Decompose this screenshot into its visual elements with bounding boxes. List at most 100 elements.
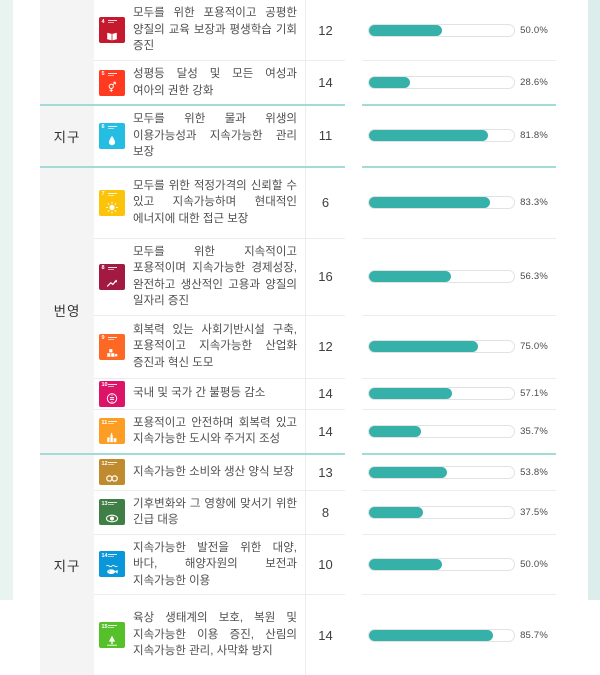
indicator-count-cell: 10: [305, 535, 345, 596]
bar-track: [368, 129, 515, 142]
indicator-count-cell: 14: [305, 379, 345, 410]
achievement-bar-cell: 56.3%: [362, 239, 556, 316]
sdg-15-life-on-land-icon: 15: [99, 622, 125, 648]
bar-track: [368, 340, 515, 353]
percent-label: 75.0%: [515, 341, 548, 352]
sdg-9-industry-innovation-icon: 9: [99, 334, 125, 360]
goal-description-text: 모두를 위한 물과 위생의 이용가능성과 지속가능한 관리 보장: [133, 111, 297, 161]
goal-description-cell: 지속가능한 발전을 위한 대양, 바다, 해양자원의 보전과 지속가능한 이용: [130, 535, 305, 596]
sdg-5-gender-equality-icon: 5: [99, 70, 125, 96]
panel-gap: [345, 0, 362, 61]
achievement-bar-cell: 37.5%: [362, 491, 556, 535]
panel-gap: [345, 106, 362, 166]
sdg-goal-number: 10: [102, 382, 108, 388]
goal-description-cell: 포용적이고 안전하며 회복력 있고 지속가능한 도시와 주거지 조성: [130, 410, 305, 453]
category-cell: [40, 0, 94, 104]
goal-description-cell: 지속가능한 소비와 생산 양식 보장: [130, 455, 305, 491]
bar-fill: [369, 25, 442, 36]
sdg-icon-cell: 13: [94, 491, 130, 535]
sdg-6-clean-water-sanitation-icon: 6: [99, 123, 125, 149]
goal-description-cell: 모두를 위한 지속적이고 포용적이며 지속가능한 경제성장, 완전하고 생산적인…: [130, 239, 305, 316]
category-cell: 번영: [40, 168, 94, 453]
indicator-count: 10: [318, 557, 332, 572]
sdg-icon-cell: 14: [94, 535, 130, 596]
indicator-count: 16: [318, 269, 332, 284]
bar-track: [368, 24, 515, 37]
bar-fill: [369, 341, 478, 352]
sdg-goal-number: 6: [102, 124, 105, 130]
panel-gap: [345, 410, 362, 453]
bar-track: [368, 466, 515, 479]
indicator-count-cell: 14: [305, 410, 345, 453]
percent-label: 85.7%: [515, 630, 548, 641]
bar-track: [368, 425, 515, 438]
sdg-goal-number: 14: [102, 553, 108, 559]
category-label: 번영: [54, 300, 81, 320]
goal-description-cell: 모두를 위한 포용적이고 공평한 양질의 교육 보장과 평생학습 기회 증진: [130, 0, 305, 61]
sdg-icon-cell: 8: [94, 239, 130, 316]
bar-fill: [369, 197, 490, 208]
goal-description-cell: 성평등 달성 및 모든 여성과 여아의 권한 강화: [130, 61, 305, 104]
goal-description-text: 지속가능한 발전을 위한 대양, 바다, 해양자원의 보전과 지속가능한 이용: [133, 540, 297, 590]
sdg-goal-number: 12: [102, 461, 108, 467]
category-cell: 지구: [40, 106, 94, 166]
goal-description-text: 육상 생태계의 보호, 복원 및 지속가능한 이용 증진, 산림의 지속가능한 …: [133, 610, 297, 660]
indicator-count: 14: [318, 628, 332, 643]
bar-fill: [369, 271, 451, 282]
sdg-icon-cell: 6: [94, 106, 130, 166]
achievement-bar-cell: 50.0%: [362, 0, 556, 61]
indicator-count-cell: 11: [305, 106, 345, 166]
indicator-count: 14: [318, 424, 332, 439]
achievement-bar-cell: 50.0%: [362, 535, 556, 596]
panel-gap: [345, 316, 362, 379]
bar-track: [368, 270, 515, 283]
percent-label: 35.7%: [515, 426, 548, 437]
bar-fill: [369, 77, 410, 88]
panel-gap: [345, 168, 362, 239]
indicator-count-cell: 16: [305, 239, 345, 316]
left-background-strip: [0, 0, 13, 600]
sdg-icon-cell: 4: [94, 0, 130, 61]
panel-gap: [345, 455, 362, 491]
achievement-bar-cell: 75.0%: [362, 316, 556, 379]
indicator-count-cell: 6: [305, 168, 345, 239]
bar-track: [368, 387, 515, 400]
panel-gap: [345, 595, 362, 675]
bar-fill: [369, 559, 442, 570]
sdg-icon-cell: 10: [94, 379, 130, 410]
panel-gap: [345, 379, 362, 410]
goal-description-cell: 기후변화와 그 영향에 맞서기 위한 긴급 대응: [130, 491, 305, 535]
sdg-13-climate-action-icon: 13: [99, 499, 125, 525]
bar-fill: [369, 130, 488, 141]
bar-track: [368, 629, 515, 642]
goal-description-cell: 모두를 위한 물과 위생의 이용가능성과 지속가능한 관리 보장: [130, 106, 305, 166]
panel-gap: [345, 535, 362, 596]
percent-label: 28.6%: [515, 77, 548, 88]
sdg-14-life-below-water-icon: 14: [99, 551, 125, 577]
indicator-count: 14: [318, 386, 332, 401]
indicator-count: 12: [318, 339, 332, 354]
category-cell: 지구: [40, 455, 94, 675]
indicator-count-cell: 12: [305, 316, 345, 379]
indicator-count-cell: 14: [305, 595, 345, 675]
indicator-count: 8: [322, 505, 329, 520]
panel-gap: [345, 61, 362, 104]
bar-fill: [369, 630, 493, 641]
sdg-goal-number: 7: [102, 191, 105, 197]
percent-label: 81.8%: [515, 130, 548, 141]
bar-fill: [369, 426, 421, 437]
sdg-goal-number: 4: [102, 19, 105, 25]
sdg-11-sustainable-cities-icon: 11: [99, 418, 125, 444]
sdg-goal-number: 9: [102, 335, 105, 341]
goal-description-text: 회복력 있는 사회기반시설 구축, 포용적이고 지속가능한 산업화 증진과 혁신…: [133, 322, 297, 372]
percent-label: 37.5%: [515, 507, 548, 518]
bar-fill: [369, 467, 447, 478]
bar-track: [368, 558, 515, 571]
goal-description-text: 기후변화와 그 영향에 맞서기 위한 긴급 대응: [133, 496, 297, 529]
goal-description-text: 모두를 위한 지속적이고 포용적이며 지속가능한 경제성장, 완전하고 생산적인…: [133, 244, 297, 310]
sdg-icon-cell: 11: [94, 410, 130, 453]
achievement-bar-cell: 85.7%: [362, 595, 556, 675]
indicator-count: 11: [319, 128, 333, 143]
